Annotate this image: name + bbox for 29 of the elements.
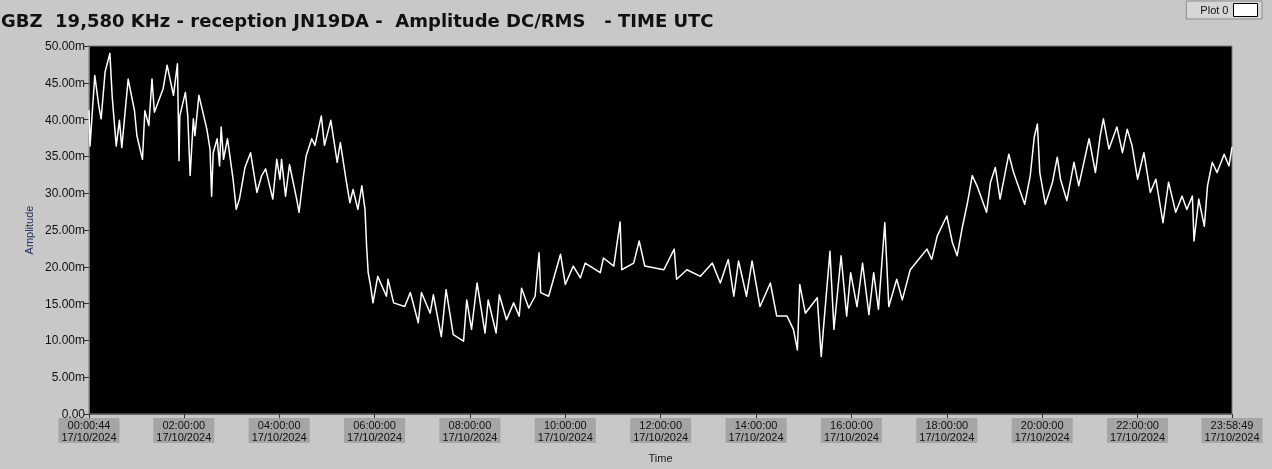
y-tick-label: 45.00m	[44, 75, 85, 90]
x-axis-title: Time	[648, 451, 673, 464]
y-tick-label: 25.00m	[44, 223, 85, 237]
y-tick-label: 5.00m	[51, 370, 85, 385]
x-tick-label: 14:00:00 17/10/2024	[728, 419, 784, 443]
x-tick-label: 18:00:00 17/10/2024	[919, 419, 975, 443]
y-tick-label: 50.00m	[44, 39, 85, 53]
x-tick-label: 23:58:49 17/10/2024	[1204, 419, 1260, 443]
x-tick-label: 20:00:00 17/10/2024	[1014, 419, 1070, 443]
x-tick-label: 02:00:00 17/10/2024	[156, 419, 212, 443]
y-axis-title: Amplitude	[22, 205, 35, 255]
x-tick-label: 10:00:00 17/10/2024	[537, 419, 593, 443]
x-tick-label: 04:00:00 17/10/2024	[251, 419, 307, 443]
x-tick-label: 00:00:44 17/10/2024	[61, 419, 117, 443]
y-tick-label: 15.00m	[44, 296, 85, 311]
chart-title: GBZ 19,580 KHz - reception JN19DA - Amplitude DC/RMS - TIME UTC	[1, 9, 714, 31]
y-tick-label: 40.00m	[44, 112, 85, 127]
y-tick-label: 20.00m	[44, 259, 85, 274]
legend-label: Plot 0	[1200, 4, 1229, 16]
x-tick-label: 08:00:00 17/10/2024	[442, 419, 498, 443]
x-tick-label: 12:00:00 17/10/2024	[633, 419, 689, 443]
y-tick-label: 35.00m	[44, 149, 85, 164]
x-tick-label: 16:00:00 17/10/2024	[823, 419, 879, 443]
x-tick-label: 22:00:00 17/10/2024	[1110, 419, 1166, 443]
x-tick-label: 06:00:00 17/10/2024	[347, 419, 403, 443]
line-series	[88, 52, 1233, 358]
y-tick-label: 10.00m	[44, 333, 85, 348]
y-tick-label: 30.00m	[44, 186, 85, 201]
y-tick-label: 0.00	[61, 407, 86, 421]
